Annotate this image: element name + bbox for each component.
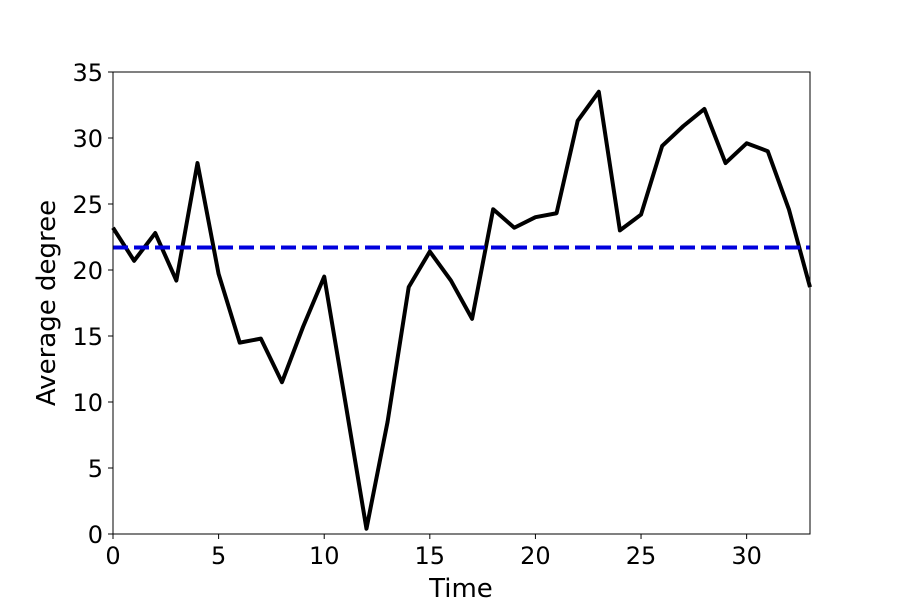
- x-axis-ticks: 0 5 10 15 20 25 30: [105, 534, 762, 570]
- y-tick-label: 20: [72, 257, 103, 285]
- y-tick-label: 30: [72, 125, 103, 153]
- x-tick-label: 25: [626, 542, 657, 570]
- x-axis-label: Time: [428, 574, 493, 600]
- y-tick-label: 0: [88, 521, 103, 549]
- x-tick-label: 15: [415, 542, 446, 570]
- average-degree-line: [111, 89, 812, 531]
- x-tick-label: 20: [520, 542, 551, 570]
- y-tick-label: 15: [72, 323, 103, 351]
- plot-frame: [112, 71, 811, 535]
- x-tick-label: 30: [731, 542, 762, 570]
- x-tick-label: 10: [309, 542, 340, 570]
- y-axis-ticks: 0 5 10 15 20 25 30 35: [72, 59, 113, 549]
- chart-marks: [111, 89, 812, 531]
- y-axis-label: Average degree: [32, 200, 62, 406]
- y-tick-label: 25: [72, 191, 103, 219]
- y-tick-label: 5: [88, 455, 103, 483]
- y-tick-label: 35: [72, 59, 103, 87]
- x-tick-label: 5: [211, 542, 226, 570]
- y-tick-label: 10: [72, 389, 103, 417]
- x-tick-label: 0: [105, 542, 120, 570]
